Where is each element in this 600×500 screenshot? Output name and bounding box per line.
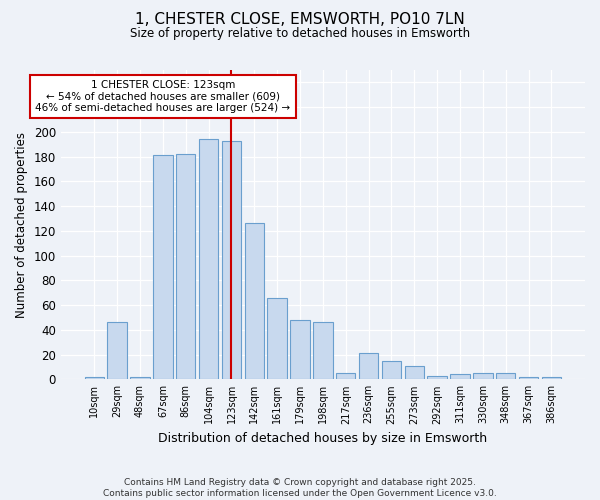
Y-axis label: Number of detached properties: Number of detached properties [15, 132, 28, 318]
Bar [268, 298, 287, 380]
Bar [153, 156, 173, 380]
Bar [359, 354, 379, 380]
Bar [473, 373, 493, 380]
Bar [313, 322, 332, 380]
Bar [542, 377, 561, 380]
Bar [451, 374, 470, 380]
Bar [176, 154, 196, 380]
Bar [107, 322, 127, 380]
Bar [382, 360, 401, 380]
Bar [85, 377, 104, 380]
Bar [245, 224, 264, 380]
Bar [336, 373, 355, 380]
Bar [290, 320, 310, 380]
Bar [130, 377, 150, 380]
Bar [496, 373, 515, 380]
Bar [427, 376, 447, 380]
Bar [199, 140, 218, 380]
X-axis label: Distribution of detached houses by size in Emsworth: Distribution of detached houses by size … [158, 432, 487, 445]
Text: 1, CHESTER CLOSE, EMSWORTH, PO10 7LN: 1, CHESTER CLOSE, EMSWORTH, PO10 7LN [135, 12, 465, 28]
Text: Contains HM Land Registry data © Crown copyright and database right 2025.
Contai: Contains HM Land Registry data © Crown c… [103, 478, 497, 498]
Text: Size of property relative to detached houses in Emsworth: Size of property relative to detached ho… [130, 28, 470, 40]
Bar [404, 366, 424, 380]
Text: 1 CHESTER CLOSE: 123sqm
← 54% of detached houses are smaller (609)
46% of semi-d: 1 CHESTER CLOSE: 123sqm ← 54% of detache… [35, 80, 290, 113]
Bar [519, 377, 538, 380]
Bar [222, 140, 241, 380]
